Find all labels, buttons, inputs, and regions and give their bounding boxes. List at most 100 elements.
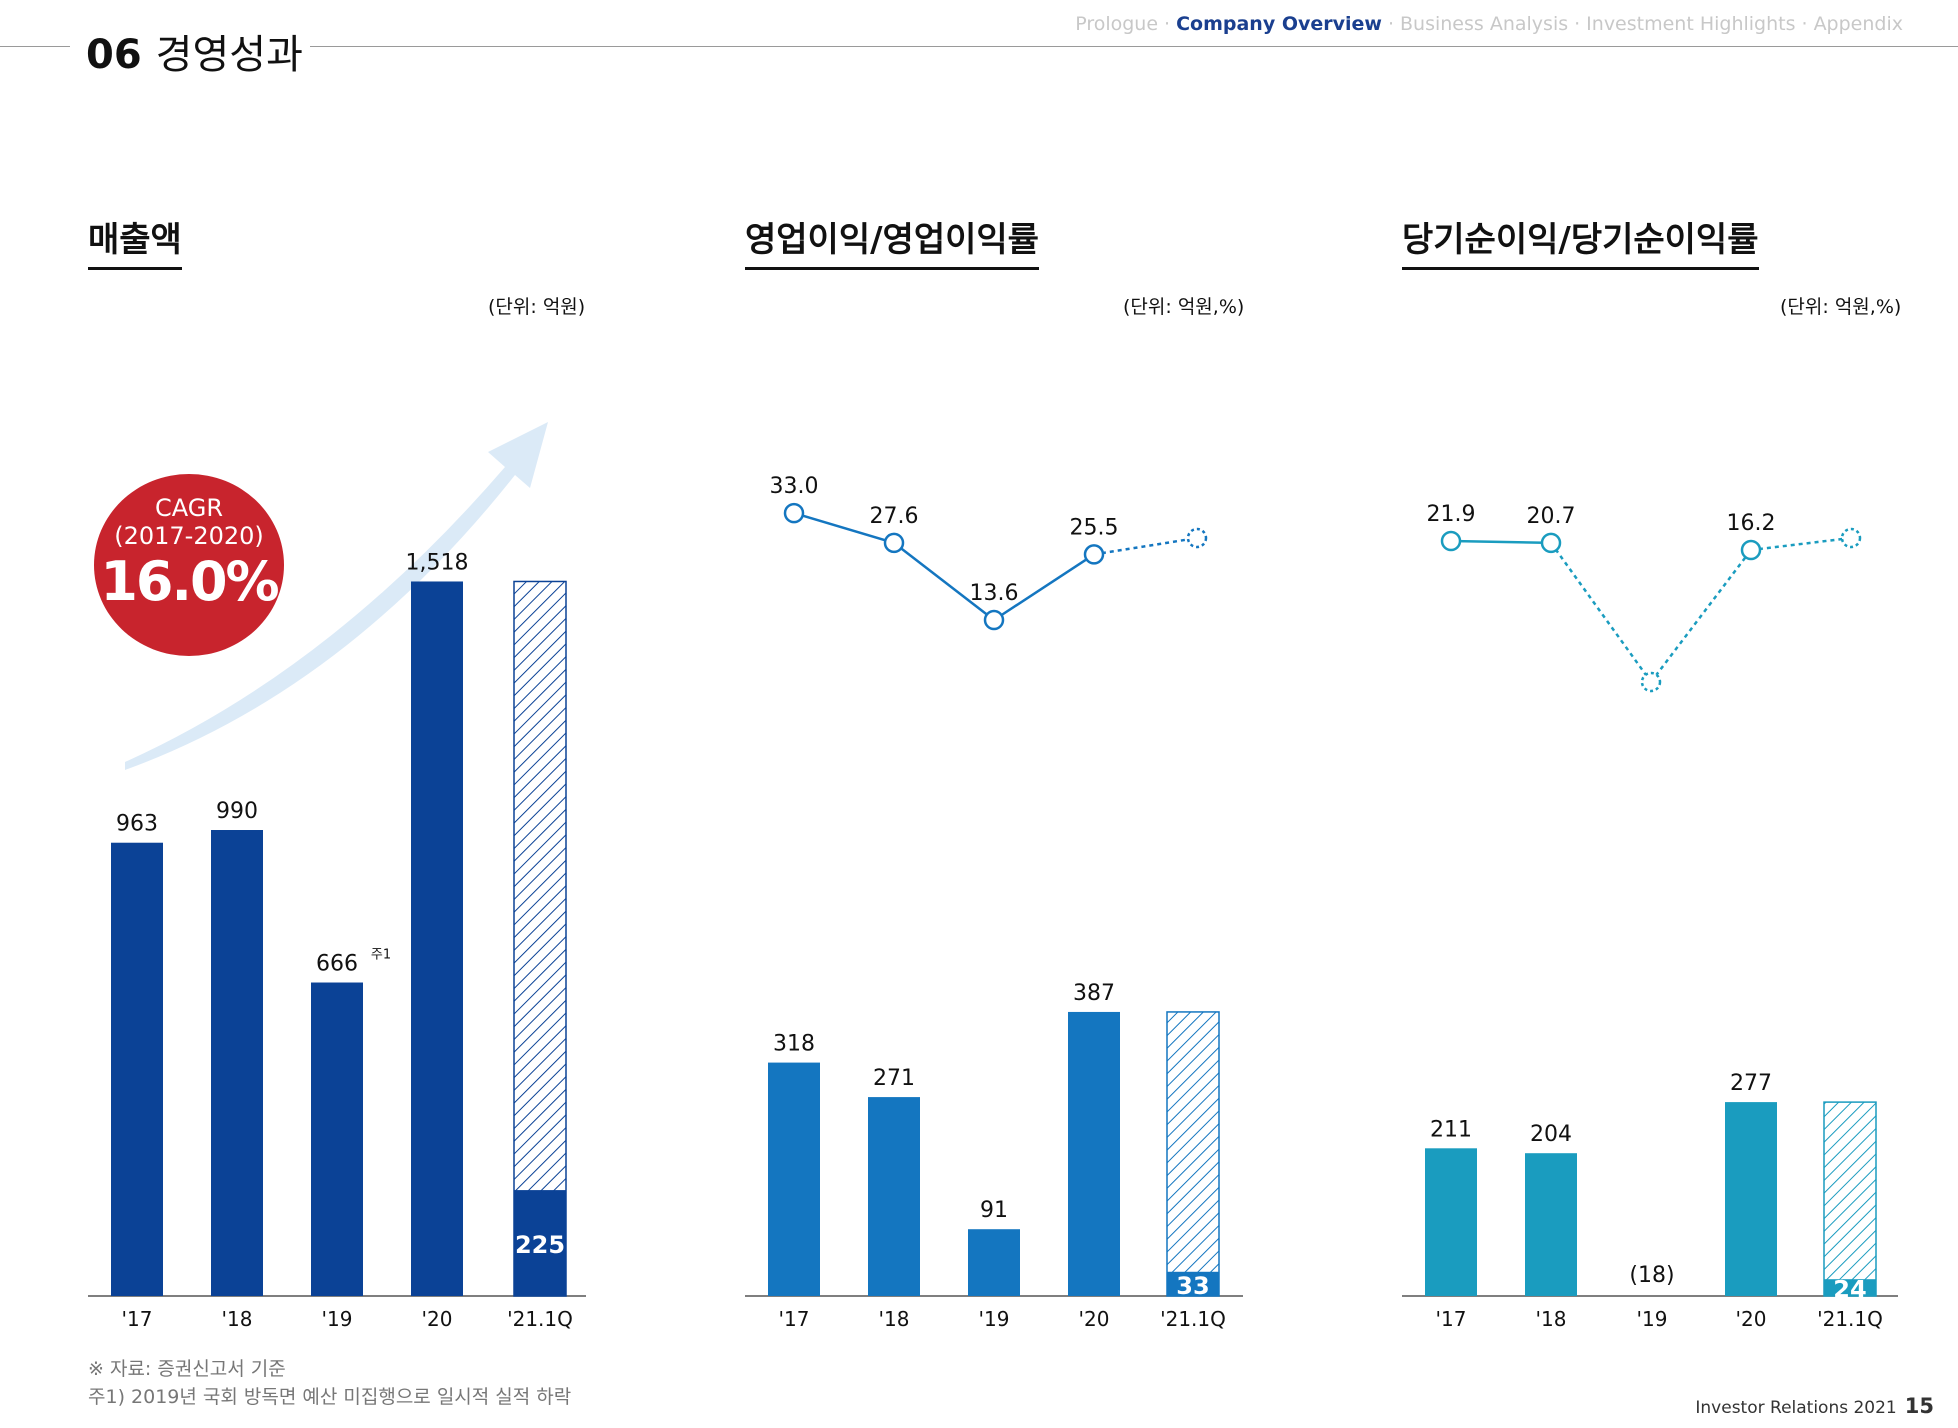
cagr-badge: CAGR (2017-2020) 16.0% <box>94 474 284 656</box>
series-line <box>1549 542 1653 683</box>
bar <box>111 842 163 1296</box>
section-label: 경영성과 <box>155 32 303 78</box>
bar <box>1425 1148 1477 1296</box>
line-point <box>1083 544 1105 565</box>
forecast-bar <box>1166 1011 1220 1297</box>
bar <box>1525 1153 1577 1296</box>
bar-value-label: (18) <box>1629 1263 1674 1288</box>
net-income-chart: 211 '17 204 '18 (18) '19 277 '20 24 '21.1Q 21.9 20.… <box>1402 502 1898 1331</box>
series-line <box>1450 539 1552 545</box>
bar <box>1824 1279 1876 1296</box>
bar-value-label: 387 <box>1073 981 1115 1006</box>
line-value-label: 21.9 <box>1427 502 1476 527</box>
line-value-label: 16.2 <box>1727 511 1776 536</box>
operating-profit-chart: 318 '17 271 '18 91 '19 387 '20 33 '21.1Q 33.0 27.6 1… <box>745 474 1243 1331</box>
series-line <box>1093 536 1198 556</box>
nav-item-investment-highlights[interactable]: Investment Highlights <box>1586 13 1796 35</box>
x-tick-label: '20 <box>1079 1307 1110 1331</box>
line-point <box>883 532 905 554</box>
series-line <box>1750 536 1852 552</box>
bar-value-label: 211 <box>1430 1117 1472 1142</box>
bar-value-label: 666 <box>316 952 358 977</box>
revenue-chart-title: 매출액 <box>88 212 182 270</box>
forecast-bar <box>1823 1101 1877 1297</box>
x-tick-label: '18 <box>222 1307 253 1331</box>
bar <box>1068 1011 1120 1296</box>
nav-item-prologue[interactable]: Prologue <box>1075 13 1159 35</box>
bar-value-label: 33 <box>1176 1272 1209 1300</box>
x-tick-label: '20 <box>422 1307 453 1331</box>
x-tick-label: '17 <box>779 1307 810 1331</box>
forecast-bar <box>513 580 567 1297</box>
bar <box>411 581 463 1296</box>
section-number: 06 <box>86 32 142 78</box>
note1-footnote: 주1) 2019년 국회 방독면 예산 미집행으로 일시적 실적 하락 <box>88 1386 572 1408</box>
x-tick-label: '17 <box>1436 1307 1467 1331</box>
line-value-label: 27.6 <box>870 504 919 529</box>
line-point <box>1740 539 1762 561</box>
operating-profit-chart-title: 영업이익/영업이익률 <box>745 212 1039 270</box>
x-tick-label: '21.1Q <box>1160 1307 1226 1331</box>
bar <box>311 982 363 1296</box>
x-tick-label: '18 <box>1536 1307 1567 1331</box>
top-navigation: Prologue · Company Overview · Business Analy… <box>1065 13 1903 35</box>
net-income-chart-title: 당기순이익/당기순이익률 <box>1402 212 1759 270</box>
bar-value-label: 990 <box>216 799 258 824</box>
bar <box>768 1062 820 1296</box>
line-value-label: 25.5 <box>1070 515 1119 540</box>
line-value-label: 33.0 <box>770 474 819 499</box>
section-title: 06 경영성과 <box>86 22 303 80</box>
bar-value-label: 204 <box>1530 1122 1572 1147</box>
line-value-label: 20.7 <box>1527 504 1576 529</box>
nav-item-business-analysis[interactable]: Business Analysis <box>1400 13 1569 35</box>
nav-separator: · <box>1801 13 1808 35</box>
x-tick-label: '19 <box>979 1307 1010 1331</box>
bar-value-label: 225 <box>515 1231 565 1259</box>
bar-value-label: 277 <box>1730 1071 1772 1096</box>
series-line <box>793 511 895 545</box>
growth-arrow <box>125 422 548 770</box>
line-point <box>1640 671 1662 693</box>
operating-profit-unit-label: (단위: 억원,%) <box>1123 296 1245 318</box>
nav-item-appendix[interactable]: Appendix <box>1813 13 1903 35</box>
series-line <box>1650 549 1752 683</box>
bar <box>1725 1102 1777 1296</box>
bar-value-label: 24 <box>1833 1276 1866 1304</box>
line-point <box>1540 532 1562 554</box>
x-tick-label: '17 <box>122 1307 153 1331</box>
x-tick-label: '21.1Q <box>507 1307 573 1331</box>
source-footnote: ※ 자료: 증권신고서 기준 <box>88 1358 286 1380</box>
nav-separator: · <box>1387 13 1395 35</box>
net-income-unit-label: (단위: 억원,%) <box>1780 296 1902 318</box>
bar-value-label: 271 <box>873 1066 915 1091</box>
line-point <box>1440 530 1462 552</box>
bar <box>1167 1271 1219 1296</box>
series-line <box>993 553 1095 622</box>
line-point <box>783 502 805 524</box>
bar <box>211 830 263 1296</box>
line-value-label: 13.6 <box>970 581 1019 606</box>
bar-value-label: 963 <box>116 812 158 837</box>
cagr-label: CAGR <box>154 494 224 522</box>
footer-label: Investor Relations 2021 <box>1695 1398 1897 1418</box>
footnote-marker: 주1 <box>371 948 391 963</box>
bar-value-label: 91 <box>980 1198 1008 1223</box>
x-tick-label: '21.1Q <box>1817 1307 1883 1331</box>
cagr-value: 16.0% <box>100 550 279 613</box>
title-background <box>70 20 310 72</box>
x-tick-label: '18 <box>879 1307 910 1331</box>
line-point <box>1840 527 1862 549</box>
bar <box>514 1190 566 1296</box>
bar-value-label: 1,518 <box>406 550 469 575</box>
nav-separator: · <box>1574 13 1581 35</box>
bar <box>868 1097 920 1296</box>
page-number: 15 <box>1904 1394 1934 1418</box>
line-point <box>983 609 1005 631</box>
x-tick-label: '19 <box>322 1307 353 1331</box>
revenue-chart: 963 '17 990 '18 666 주1 '19 1,518 '20 225 '21.1Q <box>88 550 586 1331</box>
x-tick-label: '20 <box>1736 1307 1767 1331</box>
bar-value-label: 318 <box>773 1032 815 1057</box>
nav-item-company-overview[interactable]: Company Overview <box>1176 13 1382 35</box>
x-tick-label: '19 <box>1637 1307 1668 1331</box>
